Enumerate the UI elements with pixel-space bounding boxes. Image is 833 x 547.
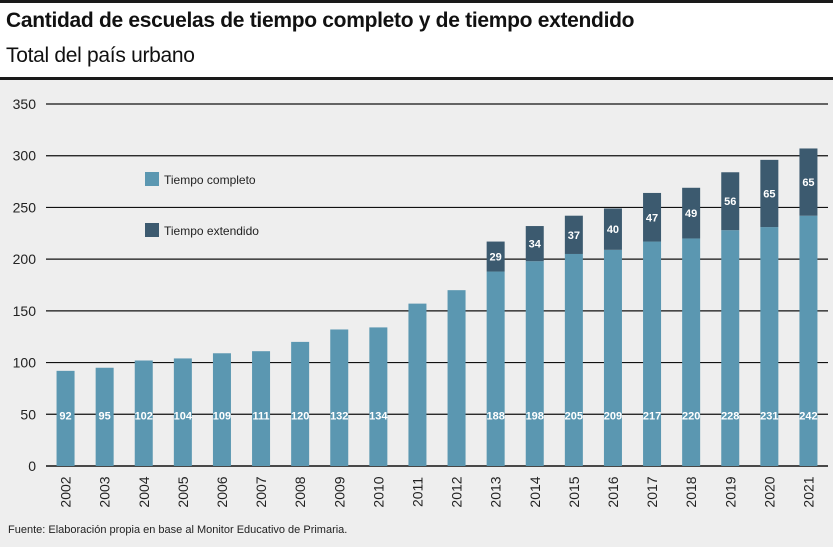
bar-tiempo-completo-2007 xyxy=(252,351,271,466)
data-label: 49 xyxy=(685,208,697,220)
data-label: 220 xyxy=(682,410,700,422)
data-label: 92 xyxy=(59,410,71,422)
bar-tiempo-extendido-2021 xyxy=(799,148,818,216)
x-tick-label: 2008 xyxy=(292,476,308,507)
bar-tiempo-completo-2012 xyxy=(447,290,466,466)
y-tick-label: 200 xyxy=(13,251,37,267)
bar-tiempo-completo-2018 xyxy=(682,238,701,466)
bar-tiempo-completo-2005 xyxy=(173,358,192,466)
x-tick-label: 2018 xyxy=(683,476,699,507)
bar-tiempo-extendido-2014 xyxy=(525,226,544,262)
x-tick-label: 2007 xyxy=(253,476,269,507)
data-label: 231 xyxy=(760,410,778,422)
x-tick-label: 2013 xyxy=(488,476,504,507)
bar-tiempo-completo-2008 xyxy=(291,341,310,466)
data-label: 29 xyxy=(490,252,502,264)
bar-tiempo-completo-2010 xyxy=(369,327,388,466)
data-label: 104 xyxy=(174,410,193,422)
data-label: 40 xyxy=(607,224,619,236)
chart-title: Cantidad de escuelas de tiempo completo … xyxy=(6,9,635,32)
data-label: 209 xyxy=(604,410,622,422)
x-tick-label: 2019 xyxy=(722,476,738,507)
data-label: 120 xyxy=(291,410,309,422)
data-label: 188 xyxy=(486,410,504,422)
top-border xyxy=(0,0,833,3)
data-label: 65 xyxy=(763,188,775,200)
data-label: 111 xyxy=(252,410,269,422)
bar-tiempo-completo-2004 xyxy=(134,360,153,466)
x-tick-label: 2012 xyxy=(449,476,465,507)
data-label: 228 xyxy=(721,410,739,422)
x-tick-label: 2011 xyxy=(409,477,425,507)
data-label: 102 xyxy=(135,410,153,422)
data-label: 65 xyxy=(802,177,814,189)
y-tick-label: 300 xyxy=(13,148,37,164)
x-tick-label: 2021 xyxy=(800,476,816,507)
y-tick-label: 150 xyxy=(13,303,37,319)
data-label: 217 xyxy=(643,410,661,422)
x-tick-label: 2017 xyxy=(644,476,660,507)
legend-swatch-tiempo-completo xyxy=(145,172,159,186)
bar-tiempo-completo-2015 xyxy=(564,253,583,466)
bar-tiempo-extendido-2019 xyxy=(721,172,740,231)
y-tick-label: 50 xyxy=(20,406,36,422)
chart-subtitle: Total del país urbano xyxy=(6,44,195,67)
bar-tiempo-extendido-2016 xyxy=(603,208,622,250)
bar-tiempo-extendido-2017 xyxy=(643,192,662,242)
data-label: 95 xyxy=(99,410,111,422)
bar-tiempo-completo-2016 xyxy=(603,249,622,466)
legend-swatch-tiempo-extendido xyxy=(145,223,159,237)
x-tick-label: 2015 xyxy=(566,476,582,507)
bar-tiempo-completo-2003 xyxy=(95,367,114,466)
x-tick-label: 2009 xyxy=(331,476,347,507)
x-tick-label: 2002 xyxy=(58,476,74,507)
x-tick-label: 2014 xyxy=(527,476,543,507)
x-tick-label: 2016 xyxy=(605,476,621,507)
bar-tiempo-completo-2011 xyxy=(408,303,427,466)
bar-tiempo-extendido-2013 xyxy=(486,241,505,272)
bar-tiempo-completo-2019 xyxy=(721,230,740,466)
data-label: 47 xyxy=(646,212,658,224)
x-tick-label: 2003 xyxy=(97,476,113,507)
bar-tiempo-completo-2013 xyxy=(486,271,505,466)
legend-label: Tiempo completo xyxy=(164,173,256,187)
bar-tiempo-completo-2014 xyxy=(525,261,544,466)
source-note: Fuente: Elaboración propia en base al Mo… xyxy=(8,524,348,536)
bar-tiempo-completo-2006 xyxy=(212,353,231,466)
x-tick-label: 2004 xyxy=(136,476,152,507)
x-tick-label: 2020 xyxy=(761,476,777,507)
y-tick-label: 350 xyxy=(13,96,37,112)
x-tick-label: 2010 xyxy=(370,476,386,507)
title-divider xyxy=(0,77,833,80)
bar-tiempo-completo-2021 xyxy=(799,215,818,466)
data-label: 134 xyxy=(369,410,388,422)
bar-tiempo-extendido-2015 xyxy=(564,215,583,254)
data-label: 109 xyxy=(213,410,231,422)
bar-chart: 0 50 100 150 200 250 300 350 92 2002 95 2003 102 2004… xyxy=(13,96,828,508)
bar-tiempo-extendido-2020 xyxy=(760,159,779,228)
x-tick-label: 2005 xyxy=(175,476,191,507)
data-label: 198 xyxy=(526,410,544,422)
y-tick-label: 100 xyxy=(13,355,37,371)
bar-tiempo-completo-2009 xyxy=(330,329,349,466)
data-label: 242 xyxy=(799,410,817,422)
bar-tiempo-completo-2002 xyxy=(56,370,75,466)
bar-tiempo-completo-2017 xyxy=(643,241,662,466)
y-tick-label: 0 xyxy=(28,458,36,474)
data-label: 34 xyxy=(529,239,542,251)
data-label: 132 xyxy=(330,410,348,422)
legend-label: Tiempo extendido xyxy=(164,224,259,238)
bar-tiempo-completo-2020 xyxy=(760,227,779,466)
y-tick-label: 250 xyxy=(13,199,37,215)
data-label: 205 xyxy=(565,410,583,422)
data-label: 37 xyxy=(568,230,580,242)
x-tick-label: 2006 xyxy=(214,476,230,507)
bar-tiempo-extendido-2018 xyxy=(682,187,701,239)
data-label: 56 xyxy=(724,196,736,208)
